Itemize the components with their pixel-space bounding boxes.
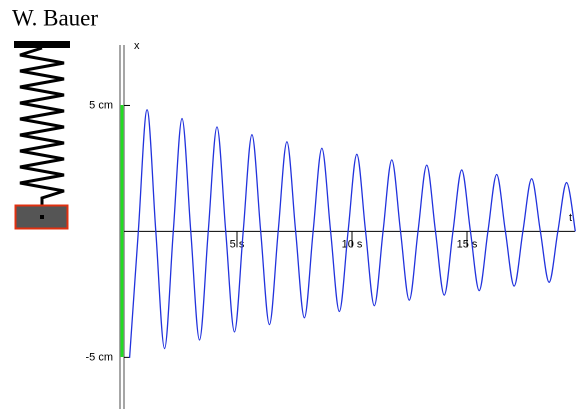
y-tick-label: -5 cm — [86, 351, 114, 363]
spring — [19, 46, 65, 205]
spring-mount — [14, 41, 70, 48]
x-tick-label: 5 s — [230, 238, 245, 250]
x-axis-label: t — [569, 212, 572, 224]
oscillation-curve — [128, 109, 576, 358]
y-axis-label: x — [134, 40, 140, 52]
mass-center — [40, 215, 44, 219]
x-tick-label: 15 s — [457, 238, 478, 250]
y-tick-label: 5 cm — [89, 99, 113, 111]
chart-title: W. Bauer — [12, 5, 98, 30]
x-tick-label: 10 s — [342, 238, 363, 250]
